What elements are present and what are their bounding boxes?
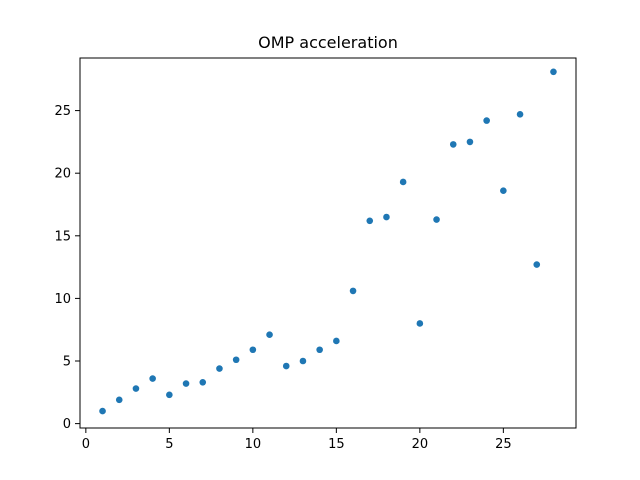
data-point — [232, 356, 240, 364]
y-tick-label: 25 — [54, 104, 71, 119]
data-point — [383, 213, 390, 221]
data-point — [366, 217, 374, 225]
x-tick-label: 10 — [245, 437, 262, 452]
data-point — [199, 378, 207, 386]
data-point — [349, 287, 357, 295]
data-point — [166, 391, 173, 399]
y-tick-label: 5 — [63, 355, 71, 370]
data-point — [550, 68, 557, 76]
x-tick-label: 5 — [165, 437, 173, 452]
data-points — [99, 68, 557, 415]
axis-ticks: 0 5 10 15 20 25 0 5 10 15 20 25 — [54, 104, 511, 452]
data-point — [533, 261, 541, 268]
data-point — [216, 365, 223, 372]
y-tick-label: 10 — [54, 292, 71, 307]
data-point — [249, 346, 257, 354]
data-point — [299, 357, 307, 365]
y-tick-label: 20 — [54, 167, 71, 182]
data-point — [282, 362, 290, 370]
data-point — [149, 375, 156, 382]
data-point — [132, 385, 140, 392]
data-point — [416, 320, 424, 327]
data-point — [399, 178, 407, 186]
data-point — [449, 141, 457, 148]
plot-area-frame — [79, 57, 577, 429]
data-point — [333, 337, 340, 345]
data-point — [466, 138, 474, 146]
data-point — [516, 111, 524, 118]
x-tick-label: 0 — [82, 437, 90, 452]
data-point — [99, 407, 106, 415]
data-point — [182, 380, 190, 387]
y-tick-label: 15 — [54, 229, 71, 244]
chart-title: OMP acceleration — [258, 33, 398, 52]
y-tick-label: 0 — [63, 417, 71, 432]
x-tick-label: 15 — [328, 437, 345, 452]
data-point — [316, 346, 323, 354]
x-tick-label: 20 — [412, 437, 429, 452]
data-point — [500, 187, 507, 195]
x-tick-label: 25 — [495, 437, 512, 452]
data-point — [266, 331, 273, 339]
data-point — [433, 216, 440, 223]
data-point — [483, 117, 490, 124]
data-point — [115, 396, 123, 404]
